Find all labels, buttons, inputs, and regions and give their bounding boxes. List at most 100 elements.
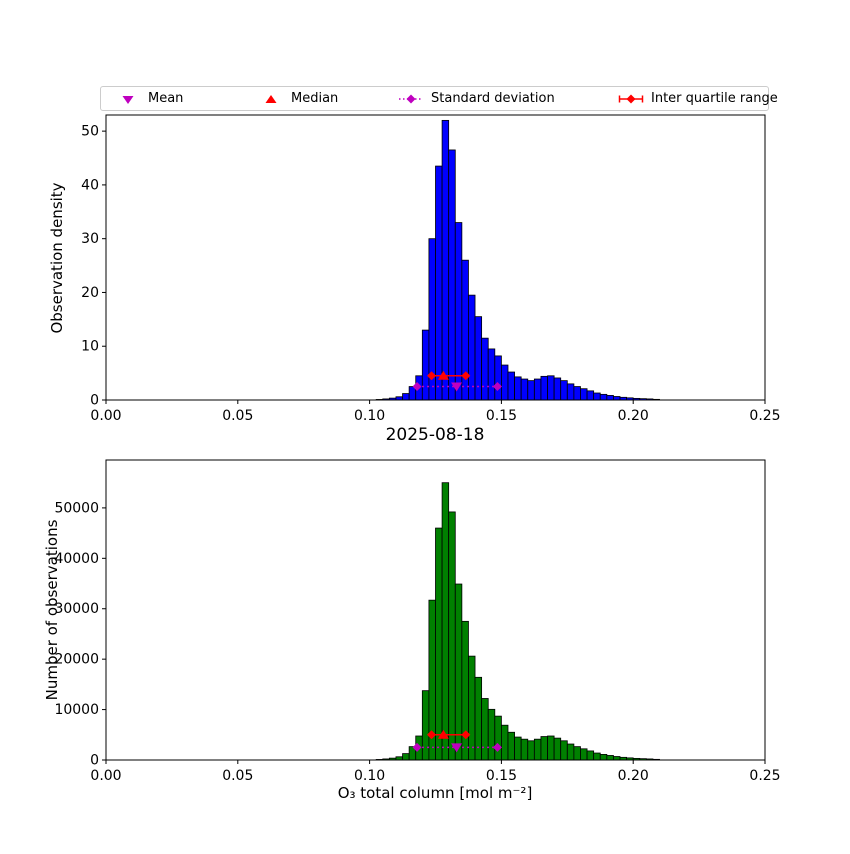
mean-marker: [451, 382, 463, 392]
legend: Mean Median Standard deviation Inter qua…: [100, 86, 778, 111]
iqr-range-diamond-marker: [427, 371, 437, 381]
y-tick-label: 0: [90, 393, 99, 409]
x-tick-label: 0.20: [618, 768, 649, 784]
iqr-range-diamond-marker: [461, 730, 471, 740]
hist-bar: [533, 738, 542, 761]
legend-item-std: Standard deviation: [398, 87, 555, 110]
hist-bar: [520, 378, 529, 401]
panel-bottom: 0.00 0.05 0.10 0.15 0.20 0.25 0 10000 20000 30000…: [54, 459, 781, 784]
y-tick-label: 30: [81, 231, 99, 247]
x-tick-label: 0.25: [749, 408, 780, 424]
hist-bar: [547, 735, 555, 761]
hist-bar: [481, 337, 489, 401]
panel-top: 0.00 0.05 0.10 0.15 0.20 0.25 0 10 20 30 40 50: [81, 114, 781, 424]
hist-bar: [573, 386, 581, 401]
y-tick-label: 40000: [54, 551, 99, 567]
hist-bar: [586, 390, 595, 401]
hist-bar: [540, 736, 548, 761]
y-tick-label: 0: [90, 753, 99, 769]
y-tick-label: 30000: [54, 601, 99, 617]
hist-bar: [560, 380, 568, 401]
hist-bar: [454, 222, 463, 401]
std-deviation-diamond-icon: [399, 94, 423, 103]
x-tick-label: 0.00: [90, 408, 121, 424]
mean-triangle-down-icon: [122, 95, 134, 104]
legend-label-median: Median: [291, 91, 339, 106]
median-marker: [437, 729, 449, 739]
hist-bar: [560, 740, 568, 761]
y-tick-label: 20000: [54, 652, 99, 668]
hist-bar: [441, 119, 450, 401]
hist-bar: [514, 736, 522, 761]
hist-bar: [448, 511, 456, 761]
hist-bar: [606, 755, 614, 761]
hist-bar: [613, 396, 621, 401]
hist-bar: [494, 715, 502, 761]
x-tick-label: 0.05: [222, 408, 253, 424]
hist-bar: [402, 753, 410, 761]
mean-marker: [451, 743, 463, 753]
axes-frame: [105, 459, 766, 761]
x-tick-label: 0.25: [749, 768, 780, 784]
hist-bar: [606, 395, 614, 401]
iqr-range-diamond-marker: [461, 371, 471, 381]
hist-bar: [599, 393, 608, 401]
hist-bar: [421, 690, 430, 761]
hist-bar: [461, 620, 469, 761]
std-range-diamond-marker: [412, 382, 422, 392]
hist-bar: [435, 527, 443, 761]
hist-bar: [533, 378, 542, 401]
legend-label-std: Standard deviation: [431, 91, 555, 106]
hist-bar: [573, 746, 581, 761]
hist-bar: [468, 655, 476, 761]
hist-bar: [474, 316, 483, 401]
hist-bar: [586, 750, 595, 761]
date-title: 2025-08-18: [386, 425, 485, 445]
axes-frame: [105, 114, 766, 401]
hist-bar: [527, 740, 535, 761]
x-tick-label: 0.15: [486, 408, 517, 424]
y-tick-label: 40: [81, 177, 99, 193]
hist-bar: [487, 708, 496, 761]
hist-bar: [553, 737, 562, 761]
hist-bar: [421, 329, 430, 401]
std-range-diamond-marker: [412, 742, 422, 752]
hist-bar: [566, 743, 575, 761]
x-tick-label: 0.10: [354, 768, 385, 784]
hist-bar: [481, 698, 489, 761]
hist-bar: [402, 393, 410, 401]
hist-bar: [593, 752, 601, 761]
legend-item-mean: Mean: [115, 87, 183, 110]
x-tick-label: 0.20: [618, 408, 649, 424]
y-tick-label: 10000: [54, 702, 99, 718]
std-range-diamond-marker: [492, 382, 502, 392]
median-triangle-up-icon: [265, 94, 277, 103]
legend-label-iqr: Inter quartile range: [651, 91, 778, 106]
x-tick-label: 0.00: [90, 768, 121, 784]
hist-bar: [435, 165, 443, 401]
hist-bar: [507, 371, 515, 401]
hist-bar: [468, 294, 476, 401]
x-tick-label: 0.10: [354, 408, 385, 424]
median-marker: [437, 370, 449, 380]
iqr-errorbar-icon: [618, 94, 644, 103]
y-tick-label: 20: [81, 285, 99, 301]
x-tick-label: 0.05: [222, 768, 253, 784]
std-range-diamond-marker: [492, 742, 502, 752]
hist-bar: [580, 748, 588, 761]
hist-bar: [448, 149, 456, 401]
y-tick-label: 50: [81, 124, 99, 140]
hist-bar: [500, 364, 509, 401]
legend-label-mean: Mean: [148, 91, 184, 106]
hist-bar: [487, 348, 496, 401]
hist-bar: [566, 383, 575, 401]
hist-bar: [454, 583, 463, 761]
top-y-axis-label: Observation density: [48, 182, 66, 333]
hist-bar: [507, 731, 515, 761]
hist-bar: [494, 355, 502, 401]
hist-bar: [593, 392, 601, 401]
x-tick-label: 0.15: [486, 768, 517, 784]
hist-bar: [613, 756, 621, 761]
